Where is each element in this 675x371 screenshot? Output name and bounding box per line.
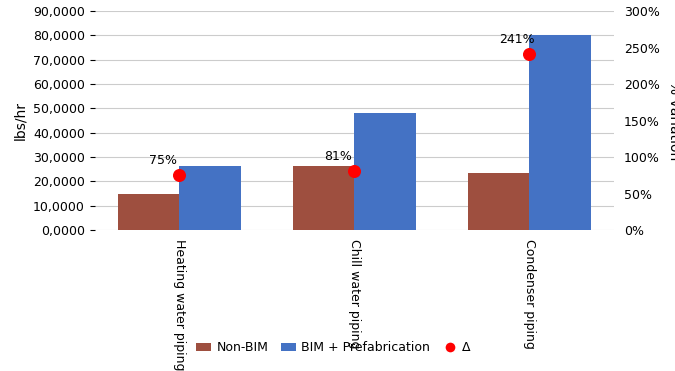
Bar (354, 113, 416, 230)
Legend: Non-BIM, BIM + Prefabrication, Δ: Non-BIM, BIM + Prefabrication, Δ (192, 336, 476, 359)
Point (524, 51, 535, 57)
Text: 81%: 81% (324, 150, 352, 163)
Bar (529, 36, 591, 230)
Bar (468, 173, 529, 230)
Point (174, 172, 185, 178)
Bar (293, 165, 354, 230)
Bar (180, 166, 240, 230)
Point (349, 168, 360, 174)
Y-axis label: % variation: % variation (667, 81, 675, 160)
Text: 241%: 241% (499, 33, 535, 46)
Text: 75%: 75% (148, 154, 177, 167)
Bar (118, 194, 180, 230)
Y-axis label: lbs/hr: lbs/hr (14, 101, 27, 140)
